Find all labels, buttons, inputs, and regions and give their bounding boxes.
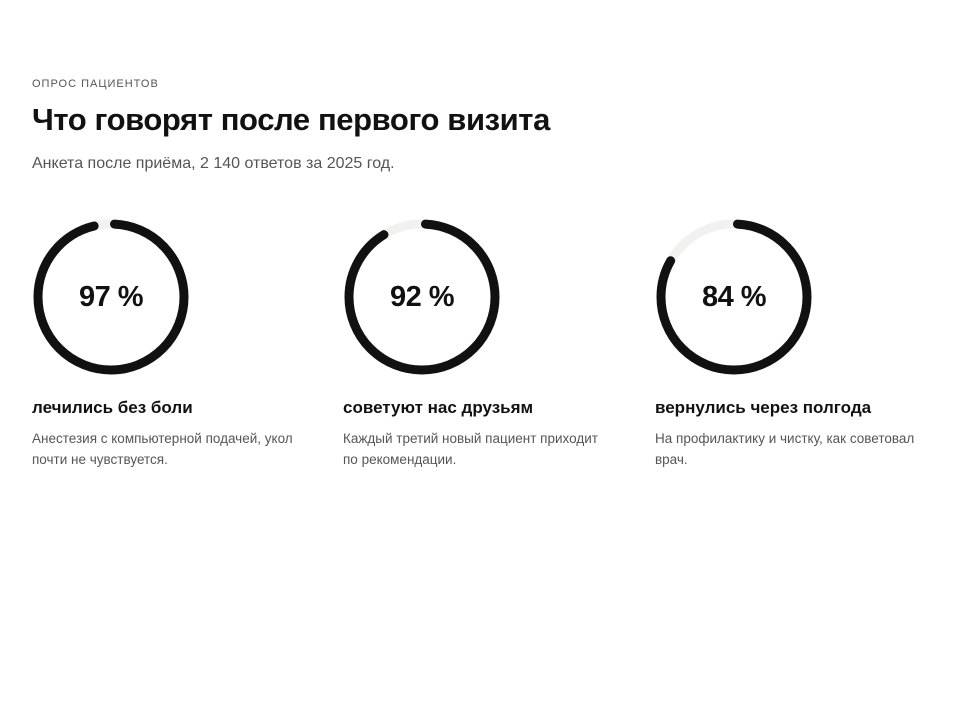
progress-ring: 84 % [655,218,813,376]
page-title: Что говорят после первого визита [32,102,550,137]
stat-label: советуют нас друзьям [343,398,534,417]
ring-progress-arc [656,219,812,375]
stat-card-returned: 84 % вернулись через полгода На профилак… [655,218,945,467]
stat-label: лечились без боли [32,398,193,417]
ring-chart [344,219,500,375]
stat-description: Анестезия с компьютерной подачей, укол п… [32,431,293,467]
progress-ring: 92 % [343,218,501,376]
ring-chart [33,219,189,375]
ring-value-label: 92 % [389,281,455,313]
section-eyebrow: ОПРОС ПАЦИЕНТОВ [32,78,159,90]
ring-value-label: 97 % [78,281,144,313]
ring-progress-arc [344,219,500,375]
ring-value-label: 84 % [701,281,767,313]
ring-progress-arc [33,219,189,375]
stat-card-painless: 97 % лечились без боли Анестезия с компь… [32,218,322,467]
progress-ring: 97 % [32,218,190,376]
stat-card-recommend: 92 % советуют нас друзьям Каждый третий … [343,218,633,467]
page-subtitle: Анкета после приёма, 2 140 ответов за 20… [32,155,395,172]
ring-chart [656,219,812,375]
stat-description: Каждый третий новый пациент приходит по … [343,431,598,467]
stat-description: На профилактику и чистку, как советовал … [655,431,915,467]
stat-label: вернулись через полгода [655,398,872,417]
